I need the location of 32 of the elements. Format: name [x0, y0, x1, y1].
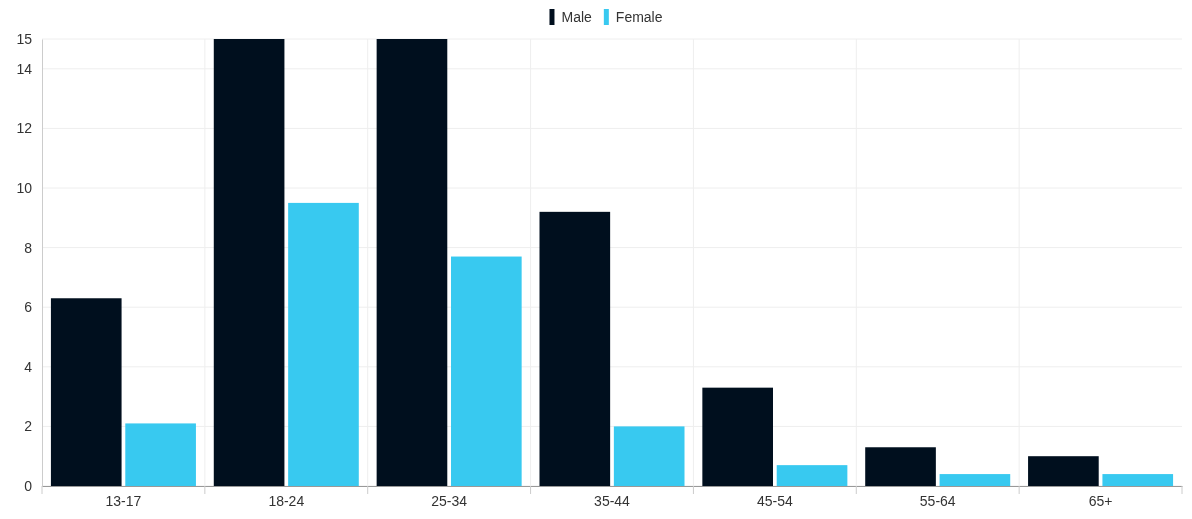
bar — [539, 211, 611, 486]
bar — [288, 202, 359, 486]
bar — [1028, 456, 1099, 486]
x-tick-label: 35-44 — [594, 492, 631, 509]
x-tick-label: 18-24 — [268, 492, 305, 509]
y-tick-label: 8 — [24, 239, 33, 256]
y-tick-label: 4 — [24, 358, 33, 375]
legend-label: Male — [561, 9, 593, 25]
x-tick-label: 55-64 — [919, 492, 956, 509]
x-tick-label: 25-34 — [431, 492, 468, 509]
bar — [865, 447, 936, 486]
bar — [125, 423, 196, 486]
y-tick-label: 0 — [24, 477, 33, 494]
y-tick-label: 14 — [16, 60, 33, 77]
bar — [50, 298, 122, 486]
y-tick-label: 10 — [16, 179, 33, 196]
bar — [213, 39, 285, 486]
x-tick-label: 45-54 — [756, 492, 793, 509]
y-tick-label: 6 — [24, 299, 33, 316]
y-tick-label: 12 — [16, 120, 33, 137]
legend-label: Female — [615, 9, 663, 25]
bar — [376, 39, 448, 486]
bar — [939, 474, 1011, 486]
bar — [451, 256, 522, 486]
bar — [613, 426, 685, 486]
bar — [776, 465, 848, 486]
bar — [1102, 474, 1174, 486]
x-tick-label: 13-17 — [105, 492, 142, 509]
y-tick-label: 15 — [16, 30, 33, 47]
bar — [702, 387, 773, 486]
x-tick-label: 65+ — [1088, 492, 1113, 509]
y-tick-label: 2 — [24, 418, 33, 435]
